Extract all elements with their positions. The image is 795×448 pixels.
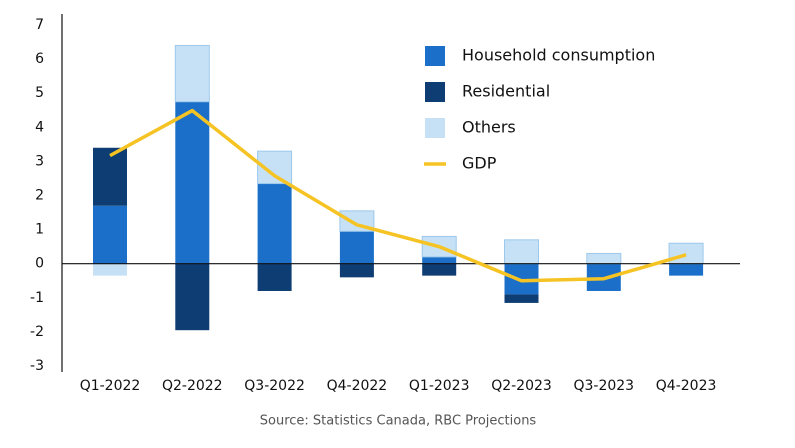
legend-label: Household consumption <box>462 46 655 65</box>
y-tick-label: 1 <box>35 222 44 238</box>
legend-swatch <box>425 46 445 66</box>
source-note: Source: Statistics Canada, RBC Projectio… <box>260 414 537 429</box>
x-tick-label: Q4-2022 <box>327 378 388 394</box>
x-tick-label: Q1-2023 <box>409 378 470 394</box>
bar <box>339 231 374 264</box>
bar <box>339 263 374 278</box>
y-tick-label: -2 <box>30 324 44 340</box>
y-tick-label: 4 <box>35 119 44 135</box>
legend-swatch <box>425 82 445 102</box>
y-tick-label: 0 <box>35 256 44 272</box>
y-tick-label: 2 <box>35 188 44 204</box>
x-tick-label: Q3-2022 <box>244 378 305 394</box>
bar <box>175 101 210 264</box>
legend-swatch <box>425 118 445 138</box>
legend-label: Others <box>462 118 516 137</box>
bar <box>174 44 210 103</box>
y-tick-label: 5 <box>35 85 44 101</box>
x-tick-label: Q2-2022 <box>162 378 223 394</box>
legend-label: GDP <box>462 154 497 173</box>
x-tick-label: Q2-2023 <box>491 378 552 394</box>
x-tick-label: Q4-2023 <box>656 378 717 394</box>
bar <box>257 183 292 264</box>
bar <box>257 150 293 185</box>
x-tick-label: Q3-2023 <box>573 378 634 394</box>
bar <box>93 205 127 264</box>
bar <box>422 256 457 264</box>
bar <box>504 239 539 265</box>
bar <box>93 263 127 276</box>
bar <box>93 147 127 206</box>
y-tick-label: 7 <box>35 17 44 33</box>
bar <box>257 263 292 291</box>
bar <box>504 294 539 303</box>
x-tick-label: Q1-2022 <box>80 378 141 394</box>
bar <box>586 252 622 265</box>
y-tick-label: -1 <box>30 290 44 306</box>
bar <box>668 242 704 265</box>
y-tick-label: 3 <box>35 153 44 169</box>
y-tick-label: -3 <box>30 358 44 374</box>
bar <box>669 263 704 276</box>
y-tick-label: 6 <box>35 51 44 67</box>
bar <box>422 263 457 276</box>
line <box>109 108 687 283</box>
legend-label: Residential <box>462 82 550 101</box>
bar <box>175 263 210 331</box>
